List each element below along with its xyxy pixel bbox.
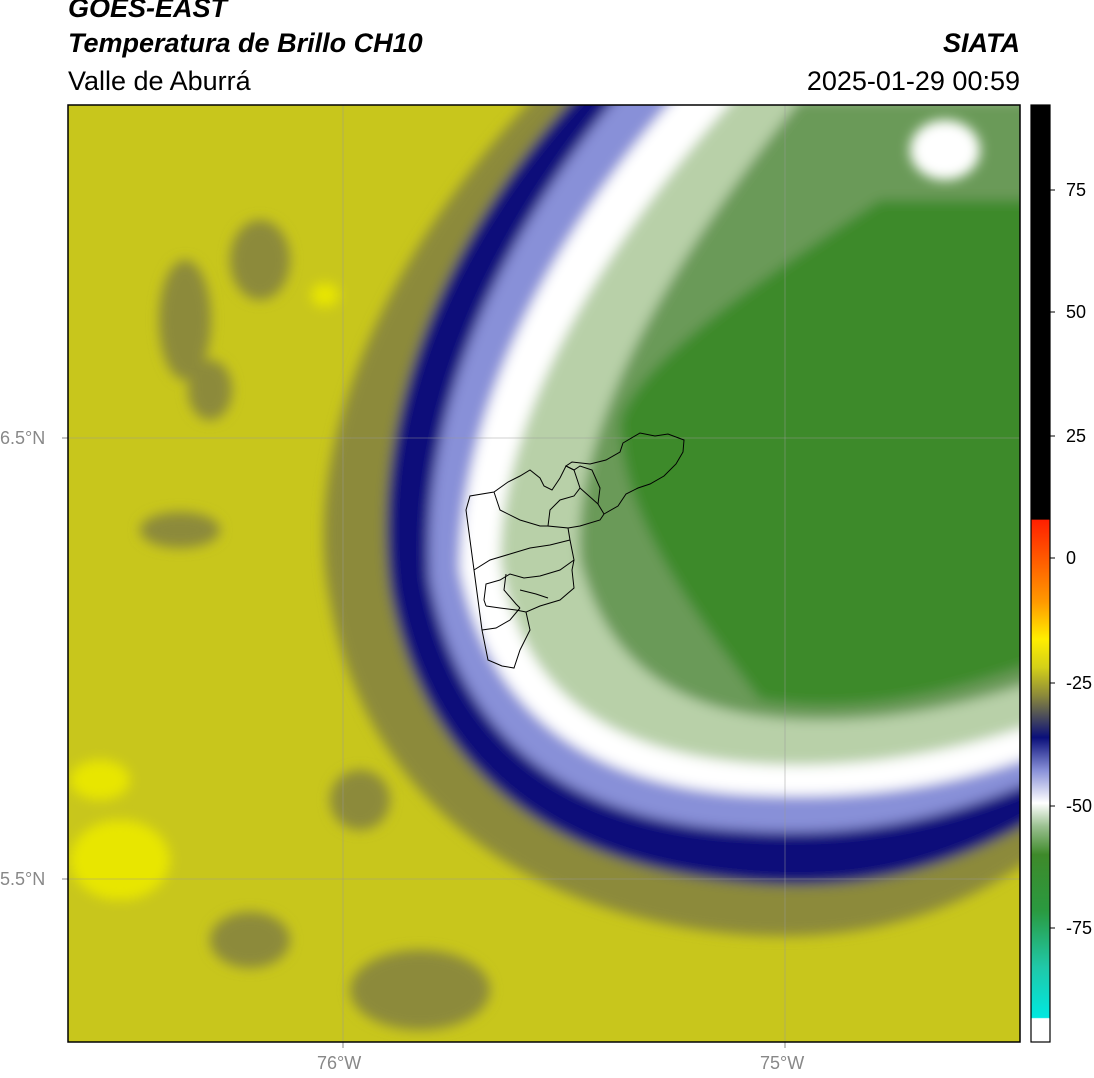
lat-label-5-5n: 5.5°N bbox=[0, 869, 46, 889]
title-product: Temperatura de Brillo CH10 bbox=[68, 28, 423, 58]
colorbar-tick-neg25: -25 bbox=[1066, 673, 1093, 693]
valle-de-aburra-boundaries bbox=[465, 432, 685, 669]
colorbar-tick-75: 75 bbox=[1066, 180, 1087, 200]
title-datetime: 2025-01-29 00:59 bbox=[806, 66, 1020, 96]
lat-label-6-5n: 6.5°N bbox=[0, 428, 46, 448]
title-region: Valle de Aburrá bbox=[68, 66, 251, 96]
colorbar-tick-25: 25 bbox=[1066, 426, 1087, 446]
colorbar-tick-neg75: -75 bbox=[1066, 918, 1093, 938]
title-satellite: GOES-EAST bbox=[68, 0, 228, 23]
title-organization: SIATA bbox=[943, 28, 1020, 58]
colorbar bbox=[1030, 104, 1055, 1043]
lon-label-76w: 76°W bbox=[317, 1053, 362, 1073]
lon-label-75w: 75°W bbox=[760, 1053, 805, 1073]
map-border bbox=[67, 104, 1021, 1043]
colorbar-tick-0: 0 bbox=[1066, 548, 1077, 568]
colorbar-tick-50: 50 bbox=[1066, 302, 1087, 322]
brightness-temperature-field bbox=[68, 105, 1020, 1042]
map-gridlines bbox=[62, 105, 1020, 1048]
colorbar-tick-neg50: -50 bbox=[1066, 796, 1093, 816]
